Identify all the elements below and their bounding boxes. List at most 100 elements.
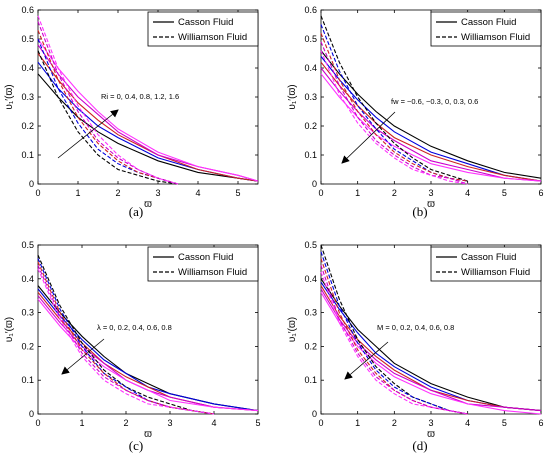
chart-panel: 0 1 2 3 4 5 0 0.1 0.2 0.3 0.4 0.5 ϖ υ₁′(ϖ) Casson Flui…	[4, 240, 261, 453]
x-axis-label: ϖ	[144, 199, 152, 210]
legend-box	[430, 246, 542, 282]
y-tick-label: 0.2	[21, 341, 34, 351]
panel-caption: (a)	[129, 204, 143, 219]
series-line	[320, 24, 468, 182]
y-tick-label: 0.3	[21, 308, 34, 318]
x-tick-label: 6	[538, 188, 543, 198]
legend-label: Williamson Fluid	[461, 32, 530, 43]
series-line	[37, 254, 215, 415]
series-line	[320, 73, 542, 182]
series-line	[37, 50, 179, 185]
y-tick-label: 0.3	[21, 92, 34, 102]
x-tick-label: 4	[195, 188, 200, 198]
x-tick-label: 3	[428, 418, 433, 428]
series-line	[37, 268, 215, 415]
series-line	[37, 298, 259, 412]
annotation-arrow	[344, 341, 389, 380]
x-axis-label: ϖ	[144, 429, 152, 440]
y-tick-label: 0.6	[21, 5, 34, 15]
x-tick-label: 0	[318, 188, 323, 198]
annotation-arrow	[341, 111, 396, 164]
chart-panel: 0 1 2 3 4 5 6 0 0.1 0.2 0.3 0.4 0.5 ϖ υ₁′(ϖ) Casson Flu…	[287, 240, 544, 453]
chart-panel: 0 1 2 3 4 5 6 0 0.1 0.2 0.3 0.4 0.5 0.6 ϖ υ₁′(ϖ) Casson …	[287, 5, 544, 219]
y-axis-label: υ₁′(ϖ)	[287, 317, 298, 342]
x-axis-label: ϖ	[427, 199, 435, 210]
chart-panel: 0 1 2 3 4 5 0 0.1 0.2 0.3 0.4 0.5 0.6 ϖ υ₁′(ϖ) Casson F…	[4, 5, 259, 219]
x-tick-label: 4	[465, 188, 470, 198]
series-line	[37, 38, 179, 185]
series-line	[37, 38, 259, 182]
x-tick-label: 5	[255, 418, 260, 428]
y-tick-label: 0	[312, 179, 317, 189]
x-tick-label: 6	[538, 418, 543, 428]
annotation-label: λ = 0, 0.2, 0.4, 0.6, 0.8	[97, 323, 172, 332]
y-tick-label: 0.2	[304, 121, 317, 131]
x-tick-label: 1	[79, 418, 84, 428]
y-tick-label: 0.1	[304, 150, 317, 160]
series-line	[320, 271, 468, 415]
y-tick-label: 0.5	[304, 34, 317, 44]
series-line	[320, 50, 542, 179]
y-axis-label: υ₁′(ϖ)	[287, 84, 298, 109]
x-tick-label: 3	[167, 418, 172, 428]
x-tick-label: 0	[35, 188, 40, 198]
panel-caption: (d)	[412, 438, 427, 453]
series-line	[320, 288, 542, 412]
series-line	[320, 15, 468, 182]
series-line	[320, 244, 468, 415]
x-tick-label: 1	[355, 418, 360, 428]
x-tick-label: 2	[392, 188, 397, 198]
x-tick-label: 5	[502, 418, 507, 428]
y-tick-label: 0	[312, 409, 317, 419]
legend-label: Williamson Fluid	[178, 32, 247, 43]
y-tick-label: 0.3	[304, 308, 317, 318]
y-tick-label: 0.4	[21, 274, 34, 284]
series-line	[37, 73, 259, 182]
legend-label: Casson Fluid	[178, 17, 233, 28]
legend-box	[147, 246, 259, 282]
y-tick-label: 0.1	[304, 375, 317, 385]
y-tick-label: 0.5	[21, 240, 34, 250]
plot-frame	[37, 244, 259, 415]
y-tick-label: 0.3	[304, 92, 317, 102]
series-line	[320, 251, 468, 415]
y-axis-label: υ₁′(ϖ)	[4, 84, 15, 109]
x-axis-label: ϖ	[427, 429, 435, 440]
x-tick-label: 1	[75, 188, 80, 198]
annotation-label: fw = −0.6, −0.3, 0, 0.3, 0.6	[391, 97, 478, 106]
series-line	[37, 15, 179, 185]
series-line	[37, 53, 259, 182]
x-tick-label: 3	[428, 188, 433, 198]
panel-caption: (b)	[412, 204, 427, 219]
series-line	[320, 265, 468, 415]
panel-caption: (c)	[129, 438, 143, 453]
series-line	[320, 61, 542, 182]
y-tick-label: 0.1	[21, 375, 34, 385]
legend-label: Casson Fluid	[461, 17, 516, 28]
y-tick-label: 0.5	[21, 34, 34, 44]
x-tick-label: 2	[115, 188, 120, 198]
y-tick-label: 0.1	[21, 150, 34, 160]
legend-label: Williamson Fluid	[178, 267, 247, 278]
series-line	[320, 67, 542, 182]
legend-box	[430, 11, 542, 47]
y-tick-label: 0.4	[304, 274, 317, 284]
x-tick-label: 4	[211, 418, 216, 428]
x-tick-label: 4	[465, 418, 470, 428]
legend-label: Williamson Fluid	[461, 267, 530, 278]
legend-box	[147, 11, 259, 47]
annotation-arrow	[61, 338, 105, 375]
x-tick-label: 5	[235, 188, 240, 198]
series-line	[320, 56, 542, 182]
x-tick-label: 0	[318, 418, 323, 428]
y-tick-label: 0.6	[304, 5, 317, 15]
x-tick-label: 3	[155, 188, 160, 198]
series-line	[37, 288, 259, 412]
x-tick-label: 1	[355, 188, 360, 198]
series-line	[320, 32, 468, 182]
y-tick-label: 0.2	[304, 341, 317, 351]
annotation-arrow	[57, 109, 119, 159]
y-tick-label: 0.5	[304, 240, 317, 250]
x-tick-label: 2	[392, 418, 397, 428]
